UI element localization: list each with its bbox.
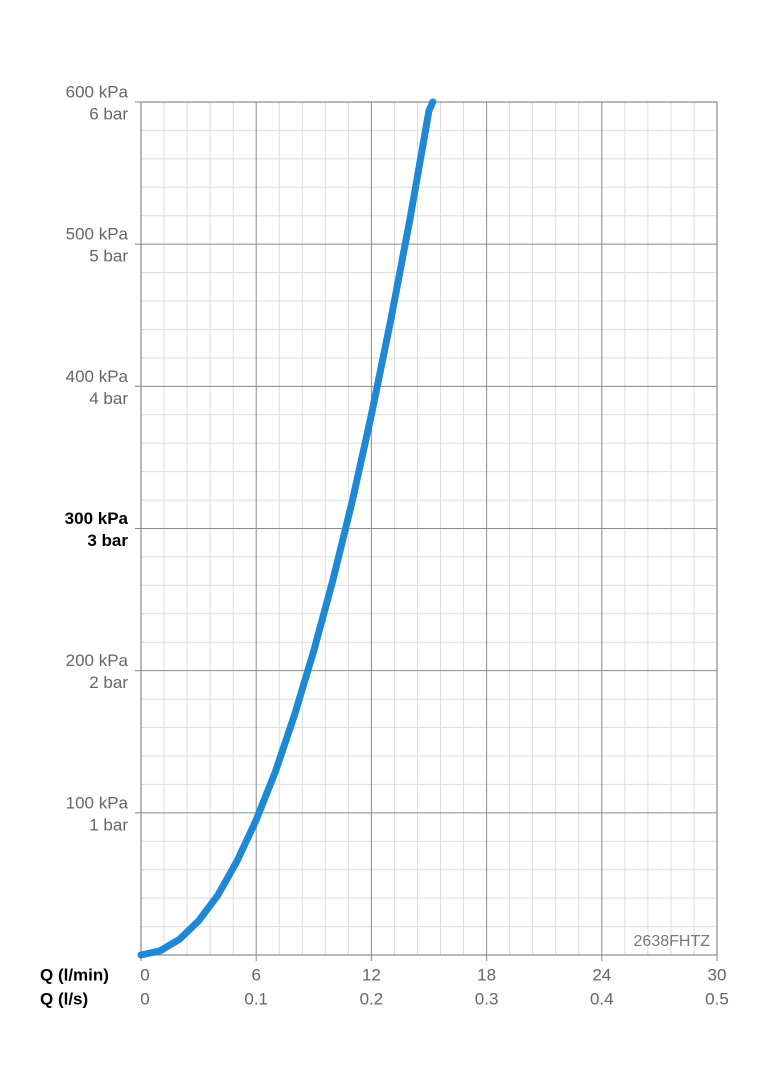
x2-tick-label: 0 bbox=[140, 989, 149, 1008]
x-tick-label: 30 bbox=[708, 965, 727, 984]
y-tick-label: 300 kPa bbox=[65, 509, 129, 528]
y2-tick-label: 5 bar bbox=[89, 247, 128, 266]
x-axis-label: Q (l/min) bbox=[40, 965, 109, 984]
x2-tick-label: 0.5 bbox=[705, 989, 729, 1008]
model-annotation: 2638FHTZ bbox=[634, 933, 711, 950]
x2-tick-label: 0.2 bbox=[360, 989, 384, 1008]
x-tick-label: 12 bbox=[362, 965, 381, 984]
x2-tick-label: 0.3 bbox=[475, 989, 499, 1008]
plot-frame bbox=[140, 101, 718, 956]
x-tick-label: 6 bbox=[251, 965, 260, 984]
y2-tick-label: 2 bar bbox=[89, 673, 128, 692]
flow-curve bbox=[137, 98, 437, 959]
x2-axis-label: Q (l/s) bbox=[40, 989, 88, 1008]
y2-tick-label: 1 bar bbox=[89, 815, 128, 834]
x-tick-label: 18 bbox=[477, 965, 496, 984]
y-tick-label: 100 kPa bbox=[66, 793, 129, 812]
y-tick-label: 200 kPa bbox=[66, 651, 129, 670]
y-tick-label: 500 kPa bbox=[66, 225, 129, 244]
x2-tick-label: 0.4 bbox=[590, 989, 614, 1008]
y2-tick-label: 4 bar bbox=[89, 389, 128, 408]
x-tick-label: 0 bbox=[140, 965, 149, 984]
y2-tick-label: 6 bar bbox=[89, 104, 128, 123]
y-tick-label: 400 kPa bbox=[66, 367, 129, 386]
x2-tick-label: 0.1 bbox=[244, 989, 268, 1008]
x-tick-label: 24 bbox=[592, 965, 611, 984]
y-tick-label: 600 kPa bbox=[66, 82, 129, 101]
y2-tick-label: 3 bar bbox=[87, 531, 128, 550]
